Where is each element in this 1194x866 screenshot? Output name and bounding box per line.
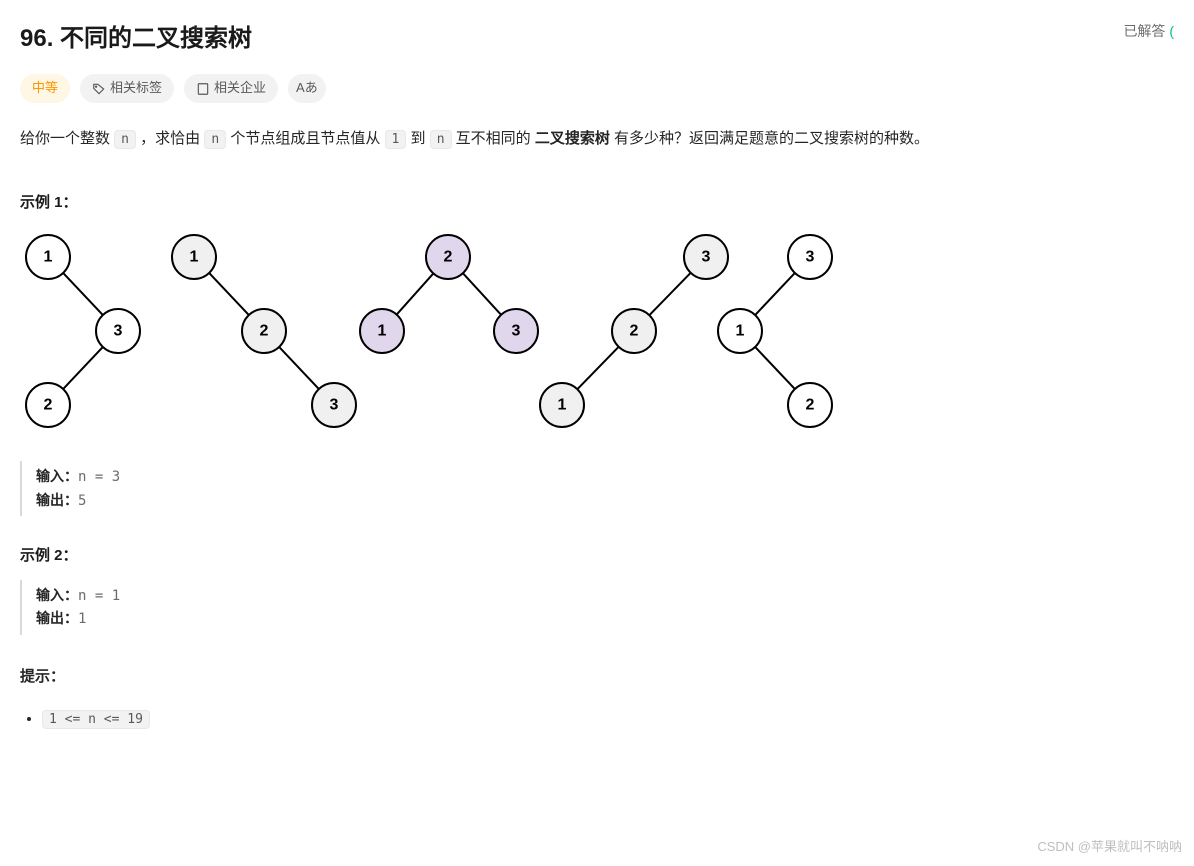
hint-code: 1 <= n <= 19 [42, 710, 150, 729]
example-1-block: 输入：n = 3 输出：5 [20, 461, 1174, 516]
svg-text:1: 1 [736, 323, 745, 340]
input-value: n = 3 [78, 469, 120, 485]
svg-text:2: 2 [444, 249, 453, 266]
related-tags-button[interactable]: 相关标签 [80, 74, 174, 103]
tag-icon [92, 82, 106, 96]
building-icon [196, 82, 210, 96]
input-value: n = 1 [78, 588, 120, 604]
related-tags-label: 相关标签 [110, 78, 162, 99]
desc-text: ，求恰由 [136, 130, 204, 147]
watermark: CSDN @苹果就叫不呐呐 [1037, 837, 1182, 858]
desc-text: 互不相同的 [452, 130, 535, 147]
code-n3: n [430, 130, 452, 149]
tags-row: 中等 相关标签 相关企业 Aあ [20, 74, 1174, 103]
solved-status: 已解答 ( [1123, 20, 1174, 42]
output-value: 1 [78, 611, 86, 627]
desc-bold: 二叉搜索树 [535, 130, 610, 147]
svg-text:1: 1 [378, 323, 387, 340]
tree-svg: 1 3 2 1 2 3 2 1 3 3 2 1 3 1 2 [20, 227, 860, 437]
example-2-title: 示例 2： [20, 544, 1174, 568]
code-n1: n [114, 130, 136, 149]
status-text: 已解答 [1123, 23, 1165, 39]
svg-text:3: 3 [114, 323, 123, 340]
example-2-block: 输入：n = 1 输出：1 [20, 580, 1174, 635]
output-value: 5 [78, 493, 86, 509]
svg-text:2: 2 [806, 397, 815, 414]
svg-text:3: 3 [806, 249, 815, 266]
related-companies-button[interactable]: 相关企业 [184, 74, 278, 103]
desc-text: 给你一个整数 [20, 130, 114, 147]
desc-text: 个节点组成且节点值从 [226, 130, 384, 147]
svg-text:2: 2 [630, 323, 639, 340]
input-label: 输入： [36, 468, 78, 484]
output-label: 输出： [36, 492, 78, 508]
desc-text: 有多少种？返回满足题意的二叉搜索树的种数。 [610, 130, 929, 147]
input-label: 输入： [36, 587, 78, 603]
svg-text:3: 3 [330, 397, 339, 414]
hint-item: 1 <= n <= 19 [42, 707, 1174, 731]
example-1-title: 示例 1： [20, 191, 1174, 215]
translate-button[interactable]: Aあ [288, 74, 326, 103]
svg-text:2: 2 [44, 397, 53, 414]
difficulty-tag[interactable]: 中等 [20, 74, 70, 103]
problem-description: 给你一个整数 n ，求恰由 n 个节点组成且节点值从 1 到 n 互不相同的 二… [20, 127, 1174, 151]
check-icon: ( [1169, 23, 1174, 39]
svg-text:1: 1 [190, 249, 199, 266]
tree-diagram: 1 3 2 1 2 3 2 1 3 3 2 1 3 1 2 [20, 227, 1174, 437]
code-n2: n [204, 130, 226, 149]
code-1: 1 [385, 130, 407, 149]
svg-text:3: 3 [702, 249, 711, 266]
output-label: 输出： [36, 610, 78, 626]
svg-text:1: 1 [44, 249, 53, 266]
svg-text:2: 2 [260, 323, 269, 340]
svg-text:1: 1 [558, 397, 567, 414]
hints-list: 1 <= n <= 19 [20, 707, 1174, 731]
svg-text:3: 3 [512, 323, 521, 340]
desc-text: 到 [406, 130, 429, 147]
related-companies-label: 相关企业 [214, 78, 266, 99]
problem-title: 96. 不同的二叉搜索树 [20, 20, 252, 58]
hints-title: 提示： [20, 665, 1174, 689]
